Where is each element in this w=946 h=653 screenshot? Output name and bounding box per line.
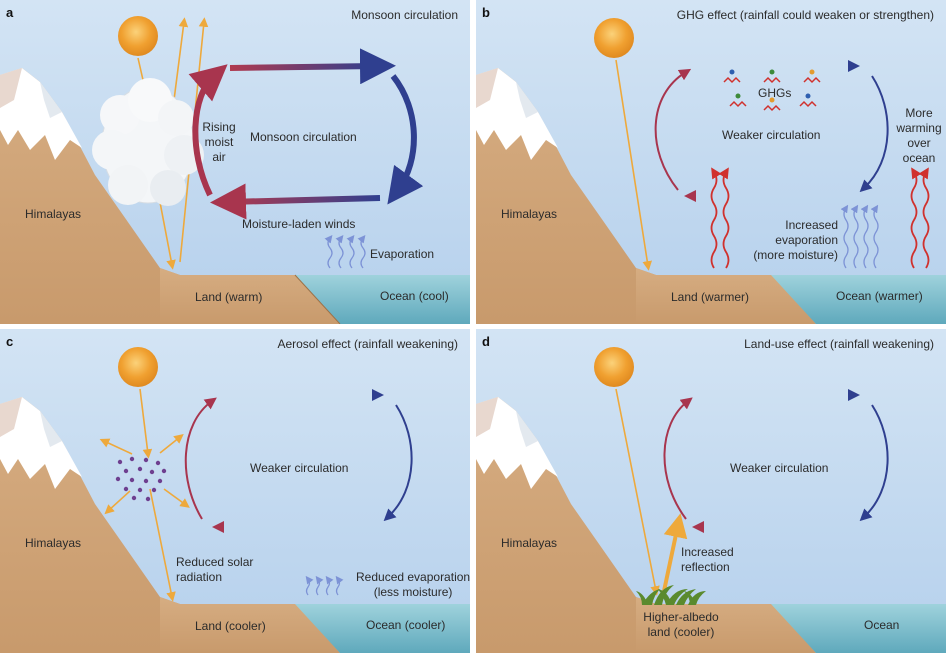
sun-icon <box>594 18 634 58</box>
panel-title: Aerosol effect (rainfall weakening) <box>277 337 458 351</box>
rising-air-line: moist <box>204 135 234 149</box>
ghg-molecules <box>723 69 821 112</box>
circulation-label: Weaker circulation <box>250 461 349 475</box>
rising-arrow <box>184 397 217 520</box>
ocean <box>771 604 946 653</box>
reflected-ray <box>173 17 189 101</box>
mountain-label: Himalayas <box>25 207 82 221</box>
land-line: land (cooler) <box>647 625 715 639</box>
ocean-label: Ocean (cool) <box>380 289 449 303</box>
reflection-line: reflection <box>681 560 730 574</box>
mountain-label: Himalayas <box>501 536 558 550</box>
rising-arrow <box>654 68 692 191</box>
rising-air-line: Rising <box>202 120 236 134</box>
sun-icon <box>594 347 634 387</box>
panel-title: GHG effect (rainfall could weaken or str… <box>676 8 934 22</box>
grass-icon <box>636 585 706 605</box>
rising-arrow <box>188 64 228 197</box>
ocean <box>295 275 470 324</box>
sun-icon <box>118 347 158 387</box>
ghg-label: GHGs <box>758 86 792 100</box>
land-line: Higher-albedo <box>643 610 719 624</box>
evaporation-line: (more moisture) <box>753 248 838 262</box>
panel-letter: b <box>482 5 490 20</box>
evaporation-label: Evaporation <box>370 247 435 261</box>
ocean <box>771 275 946 324</box>
upper-flow-arrow <box>229 48 396 85</box>
land-label: Higher-albedo land (cooler) <box>626 610 736 640</box>
land <box>636 597 816 653</box>
mountain-label: Himalayas <box>501 207 558 221</box>
rising-arrow <box>663 397 693 520</box>
heat-waves <box>710 167 930 269</box>
radiation-line: radiation <box>176 570 223 584</box>
panel-c-illustration <box>0 329 470 653</box>
ocean-warming-line: More <box>905 106 933 120</box>
ocean <box>295 604 470 653</box>
land-label: Land (warmer) <box>671 290 750 304</box>
descending-arrow <box>859 404 889 522</box>
reduced-ray <box>149 488 176 602</box>
radiation-label: Reduced solar radiation <box>176 555 253 585</box>
evaporation-waves <box>305 575 344 596</box>
evaporation-waves <box>324 234 366 269</box>
panel-title: Monsoon circulation <box>351 8 458 22</box>
cloud-icon <box>92 78 204 206</box>
panel-letter: d <box>482 334 490 349</box>
ocean-warming-line: warming <box>896 121 942 135</box>
moisture-winds-arrow <box>210 183 381 220</box>
land-label: Land (cooler) <box>195 619 266 633</box>
evaporation-waves <box>840 204 879 269</box>
circulation-label: Weaker circulation <box>730 461 829 475</box>
reflection-line: Increased <box>681 545 734 559</box>
panel-ghg-effect: b GHG effect (rainfall could weaken or s… <box>476 0 946 324</box>
panel-letter: c <box>6 334 14 349</box>
sun-ray <box>139 388 153 459</box>
land-label: Land (warm) <box>195 290 263 304</box>
evaporation-line: (less moisture) <box>373 585 453 599</box>
land <box>636 268 816 324</box>
panel-d-illustration <box>476 329 946 653</box>
land <box>160 268 340 324</box>
panel-b-illustration <box>476 0 946 324</box>
coast-line <box>294 274 341 324</box>
evaporation-line: evaporation <box>775 233 838 247</box>
panel-title: Land-use effect (rainfall weakening) <box>744 337 934 351</box>
evaporation-label: Increased evaporation (more moisture) <box>736 218 838 263</box>
reflection-label: Increased reflection <box>681 545 734 575</box>
panel-letter: a <box>6 5 14 20</box>
radiation-line: Reduced solar <box>176 555 254 569</box>
circulation-label: Monsoon circulation <box>250 130 357 144</box>
panel-a-illustration <box>0 0 470 324</box>
descending-arrow <box>383 404 413 522</box>
rising-air-line: air <box>212 150 226 164</box>
ocean-warming-line: over <box>907 136 931 150</box>
descending-arrow <box>859 75 889 193</box>
scattered-rays <box>99 434 190 515</box>
ocean-label: Ocean (warmer) <box>836 289 923 303</box>
evaporation-label: Reduced evaporation (less moisture) <box>356 570 470 600</box>
circulation-label: Weaker circulation <box>722 128 821 142</box>
rising-air-label: Rising moist air <box>196 120 242 165</box>
ocean-label: Ocean (cooler) <box>366 618 446 632</box>
descending-arrow <box>387 74 424 205</box>
aerosol-particles <box>115 456 167 502</box>
ocean-warming-label: More warming over ocean <box>896 106 942 166</box>
winds-label: Moisture-laden winds <box>242 217 356 231</box>
land <box>160 597 340 653</box>
sun-ray <box>615 388 660 596</box>
evaporation-line: Increased <box>785 218 838 232</box>
panel-land-use-effect: d Land-use effect (rainfall weakening) W… <box>476 329 946 653</box>
mountain-label: Himalayas <box>25 536 82 550</box>
sun-icon <box>118 16 158 56</box>
reflection-arrow <box>662 513 688 592</box>
panel-aerosol-effect: c Aerosol effect (rainfall weakening) We… <box>0 329 470 653</box>
panel-monsoon-circulation: a Monsoon circulation Monsoon circulatio… <box>0 0 470 324</box>
ocean-warming-line: ocean <box>902 151 936 165</box>
ocean-label: Ocean <box>864 618 900 632</box>
sun-ray <box>615 59 653 271</box>
evaporation-line: Reduced evaporation <box>356 570 470 584</box>
